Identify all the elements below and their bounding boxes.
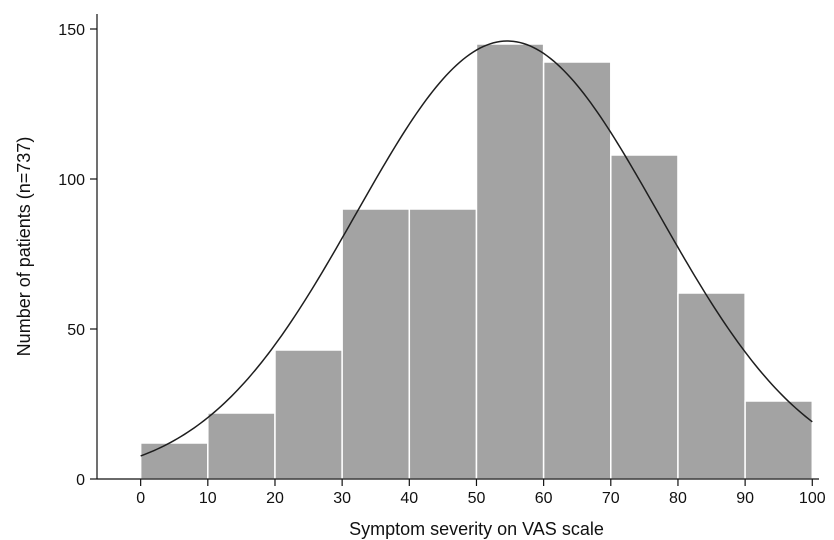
histogram-bar-3 (342, 209, 409, 479)
y-tick-label: 0 (76, 472, 85, 489)
histogram-bar-9 (745, 401, 812, 479)
x-tick-label: 70 (602, 490, 620, 507)
x-tick-label: 10 (199, 490, 217, 507)
x-tick-label: 80 (669, 490, 687, 507)
x-tick-label: 100 (799, 490, 826, 507)
x-tick-label: 90 (736, 490, 754, 507)
x-tick-label: 0 (136, 490, 145, 507)
histogram-bar-8 (678, 293, 745, 479)
y-axis-ticks: 0 50 100 150 (58, 22, 97, 489)
x-tick-label: 30 (333, 490, 351, 507)
histogram-bar-2 (275, 350, 342, 479)
histogram-bar-4 (409, 209, 476, 479)
x-axis-title: Symptom severity on VAS scale (349, 519, 604, 539)
histogram-bar-5 (476, 44, 543, 479)
histogram-bar-1 (208, 413, 275, 479)
y-axis-title: Number of patients (n=737) (14, 137, 34, 357)
x-tick-label: 40 (400, 490, 418, 507)
y-tick-label: 50 (67, 322, 85, 339)
y-tick-label: 100 (58, 172, 85, 189)
histogram-bar-7 (611, 155, 678, 479)
x-tick-label: 20 (266, 490, 284, 507)
x-axis-ticks: 0 10 20 30 40 50 60 70 80 90 100 (136, 479, 826, 507)
x-tick-label: 50 (468, 490, 486, 507)
histogram-bar-6 (544, 62, 611, 479)
x-tick-label: 60 (535, 490, 553, 507)
y-tick-label: 150 (58, 22, 85, 39)
histogram-bars (141, 44, 813, 479)
histogram-bar-0 (141, 443, 208, 479)
